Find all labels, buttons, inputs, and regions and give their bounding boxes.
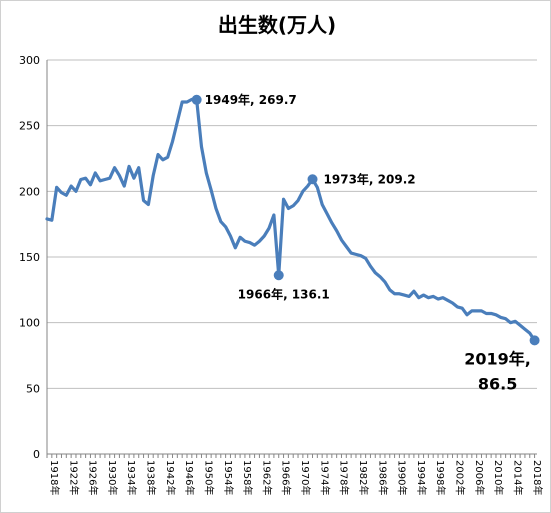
- x-tick-label: 1954年: [222, 460, 235, 495]
- x-tick-label: 1966年: [280, 460, 293, 495]
- y-tick-label: 200: [19, 185, 40, 198]
- axes: [46, 60, 537, 458]
- x-tick-label: 1990年: [396, 460, 409, 495]
- y-tick-label: 100: [19, 317, 40, 330]
- x-tick-label: 1950年: [202, 460, 215, 495]
- x-tick-label: 1942年: [164, 460, 177, 495]
- x-tick-label: 1918年: [48, 460, 61, 495]
- x-tick-label: 1994年: [415, 460, 428, 495]
- x-tick-label: 2006年: [473, 460, 486, 495]
- data-point-marker: [191, 94, 202, 105]
- x-tick-label: 2014年: [511, 460, 524, 495]
- annotation-label: 1949年, 269.7: [205, 92, 297, 107]
- x-tick-label: 1998年: [434, 460, 447, 495]
- y-tick-label: 250: [19, 120, 40, 133]
- x-tick-label: 2002年: [454, 460, 467, 495]
- x-tick-label: 1934年: [125, 460, 138, 495]
- x-tick-label: 1926年: [87, 460, 100, 495]
- x-tick-label: 1938年: [145, 460, 158, 495]
- y-tick-labels: 0 50 100 150 200 250 300: [19, 54, 40, 461]
- y-tick-label: 300: [19, 54, 40, 67]
- data-point-marker: [307, 174, 318, 185]
- x-tick-label: 1930年: [106, 460, 119, 495]
- annotation-labels: 1949年, 269.7 1966年, 136.1 1973年, 209.2 2019…: [205, 92, 531, 394]
- y-tick-label: 50: [26, 382, 40, 395]
- x-tick-label: 1946年: [183, 460, 196, 495]
- annotation-label: 1973年, 209.2: [324, 171, 416, 186]
- series: [45, 97, 537, 342]
- annotation-label: 2019年,: [464, 349, 531, 368]
- annotation-label: 86.5: [478, 374, 517, 393]
- x-tick-label: 1974年: [318, 460, 331, 495]
- x-tick-label: 1978年: [338, 460, 351, 495]
- y-tick-label: 0: [33, 448, 40, 461]
- chart-title: 出生数(万人): [218, 13, 336, 37]
- annotation-label: 1966年, 136.1: [238, 286, 330, 301]
- x-tick-label: 1982年: [357, 460, 370, 495]
- data-point-marker: [273, 270, 284, 281]
- y-tick-label: 150: [19, 251, 40, 264]
- annotation-markers: [191, 94, 540, 346]
- x-tick-label: 1970年: [299, 460, 312, 495]
- x-tick-label: 2010年: [492, 460, 505, 495]
- x-tick-label: 1958年: [241, 460, 254, 495]
- x-tick-label: 2018年: [531, 460, 544, 495]
- series-line: [45, 97, 537, 342]
- x-tick-label: 1962年: [260, 460, 273, 495]
- x-tick-labels: 1918年 1922年 1926年 1930年 1934年 1938年 1942年 1946年…: [48, 460, 544, 495]
- x-tick-label: 1986年: [376, 460, 389, 495]
- data-point-marker: [529, 335, 540, 346]
- x-tick-label: 1922年: [67, 460, 80, 495]
